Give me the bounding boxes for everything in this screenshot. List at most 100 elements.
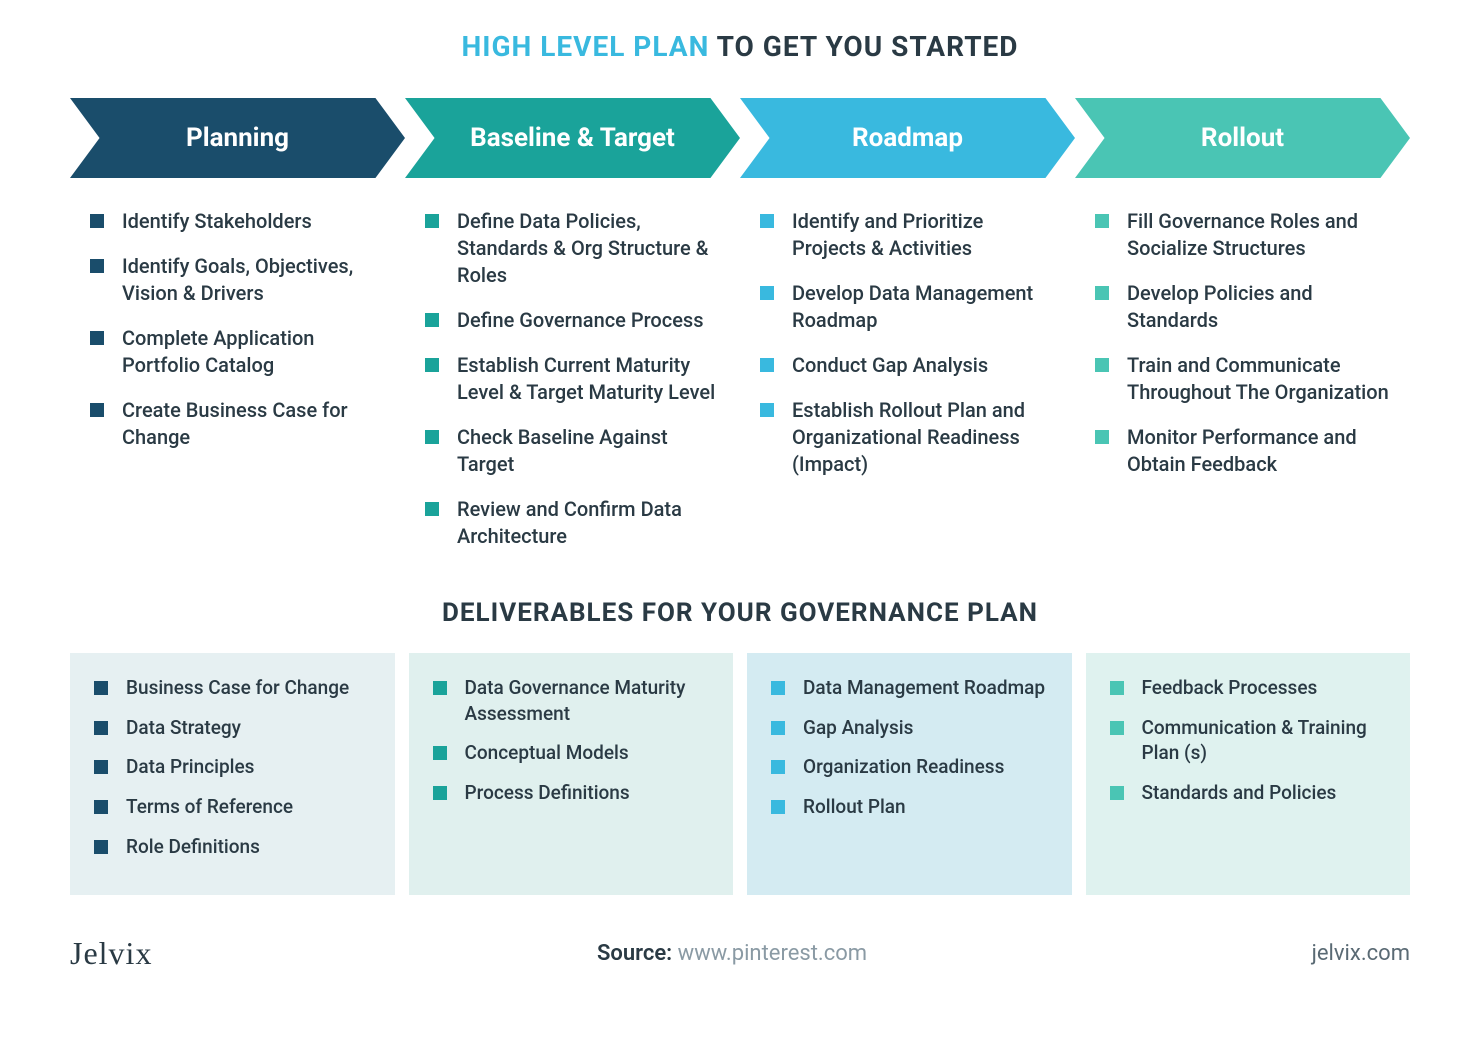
phase-arrow-label: Roadmap [852,123,963,153]
phase-item-list: Identify Stakeholders Identify Goals, Obj… [90,208,385,451]
phase-arrow-label: Baseline & Target [470,123,675,153]
phase-column: Define Data Policies, Standards & Org St… [405,208,740,568]
title-rest: TO GET YOU STARTED [709,30,1018,63]
square-bullet-icon [771,800,785,814]
square-bullet-icon [94,800,108,814]
square-bullet-icon [760,286,774,300]
phase-column: Fill Governance Roles and Socialize Stru… [1075,208,1410,568]
square-bullet-icon [1110,721,1124,735]
deliverable-box: Business Case for Change Data Strategy Dat… [70,653,395,895]
deliverable-box: Feedback Processes Communication & Traini… [1086,653,1411,895]
phase-arrow: Planning [70,98,405,178]
list-item: Feedback Processes [1110,675,1387,701]
list-item: Fill Governance Roles and Socialize Stru… [1095,208,1390,262]
list-item: Role Definitions [94,834,371,860]
item-text: Define Governance Process [457,307,704,334]
square-bullet-icon [1095,214,1109,228]
list-item: Communication & Training Plan (s) [1110,715,1387,766]
item-text: Terms of Reference [126,794,293,820]
square-bullet-icon [425,430,439,444]
square-bullet-icon [760,403,774,417]
list-item: Create Business Case for Change [90,397,385,451]
list-item: Standards and Policies [1110,780,1387,806]
deliverables-row: Business Case for Change Data Strategy Dat… [70,653,1410,895]
item-text: Fill Governance Roles and Socialize Stru… [1127,208,1390,262]
list-item: Conceptual Models [433,740,710,766]
item-text: Organization Readiness [803,754,1004,780]
square-bullet-icon [1110,786,1124,800]
phase-arrow: Baseline & Target [405,98,740,178]
phase-item-list: Define Data Policies, Standards & Org St… [425,208,720,550]
item-text: Business Case for Change [126,675,349,701]
phase-arrow: Roadmap [740,98,1075,178]
list-item: Complete Application Portfolio Catalog [90,325,385,379]
item-text: Identify Goals, Objectives, Vision & Dri… [122,253,385,307]
list-item: Review and Confirm Data Architecture [425,496,720,550]
source-label: Source: [597,941,672,966]
square-bullet-icon [94,760,108,774]
square-bullet-icon [771,721,785,735]
footer: Jelvix Source: www.pinterest.com jelvix.… [70,935,1410,972]
item-text: Train and Communicate Throughout The Org… [1127,352,1390,406]
deliverable-item-list: Data Governance Maturity AssessmentConce… [433,675,710,806]
square-bullet-icon [1110,681,1124,695]
site-url: jelvix.com [1312,941,1410,966]
list-item: Establish Current Maturity Level & Targe… [425,352,720,406]
item-text: Establish Current Maturity Level & Targe… [457,352,720,406]
square-bullet-icon [433,681,447,695]
list-item: Identify Stakeholders [90,208,385,235]
item-text: Communication & Training Plan (s) [1142,715,1387,766]
list-item: Establish Rollout Plan and Organizationa… [760,397,1055,478]
list-item: Define Governance Process [425,307,720,334]
phase-arrow-label: Rollout [1201,123,1284,153]
item-text: Rollout Plan [803,794,906,820]
list-item: Business Case for Change [94,675,371,701]
item-text: Check Baseline Against Target [457,424,720,478]
list-item: Define Data Policies, Standards & Org St… [425,208,720,289]
deliverables-title: DELIVERABLES FOR YOUR GOVERNANCE PLAN [70,598,1410,628]
square-bullet-icon [433,746,447,760]
item-text: Develop Policies and Standards [1127,280,1390,334]
square-bullet-icon [425,358,439,372]
phase-column: Identify and Prioritize Projects & Activ… [740,208,1075,568]
item-text: Develop Data Management Roadmap [792,280,1055,334]
item-text: Define Data Policies, Standards & Org St… [457,208,720,289]
square-bullet-icon [94,840,108,854]
item-text: Standards and Policies [1142,780,1337,806]
square-bullet-icon [94,721,108,735]
deliverable-item-list: Feedback Processes Communication & Traini… [1110,675,1387,806]
item-text: Gap Analysis [803,715,913,741]
phase-arrow-label: Planning [186,123,289,153]
list-item: Train and Communicate Throughout The Org… [1095,352,1390,406]
list-item: Rollout Plan [771,794,1048,820]
phase-item-list: Fill Governance Roles and Socialize Stru… [1095,208,1390,478]
item-text: Feedback Processes [1142,675,1318,701]
phase-item-list: Identify and Prioritize Projects & Activ… [760,208,1055,478]
item-text: Data Strategy [126,715,241,741]
brand-logo: Jelvix [70,935,152,972]
source-citation: Source: www.pinterest.com [597,941,867,966]
square-bullet-icon [760,358,774,372]
square-bullet-icon [90,259,104,273]
item-text: Role Definitions [126,834,260,860]
source-value: www.pinterest.com [678,941,867,966]
square-bullet-icon [1095,286,1109,300]
square-bullet-icon [425,502,439,516]
square-bullet-icon [90,403,104,417]
item-text: Complete Application Portfolio Catalog [122,325,385,379]
square-bullet-icon [425,313,439,327]
list-item: Process Definitions [433,780,710,806]
deliverable-item-list: Business Case for Change Data Strategy Dat… [94,675,371,859]
list-item: Develop Data Management Roadmap [760,280,1055,334]
item-text: Create Business Case for Change [122,397,385,451]
item-text: Process Definitions [465,780,630,806]
square-bullet-icon [1095,358,1109,372]
infographic-container: HIGH LEVEL PLAN TO GET YOU STARTED Plann… [70,0,1410,895]
deliverable-box: Data Management RoadmapGap AnalysisOrgan… [747,653,1072,895]
deliverable-item-list: Data Management RoadmapGap AnalysisOrgan… [771,675,1048,820]
list-item: Identify Goals, Objectives, Vision & Dri… [90,253,385,307]
list-item: Conduct Gap Analysis [760,352,1055,379]
item-text: Monitor Performance and Obtain Feedback [1127,424,1390,478]
item-text: Data Principles [126,754,254,780]
phase-arrow: Rollout [1075,98,1410,178]
